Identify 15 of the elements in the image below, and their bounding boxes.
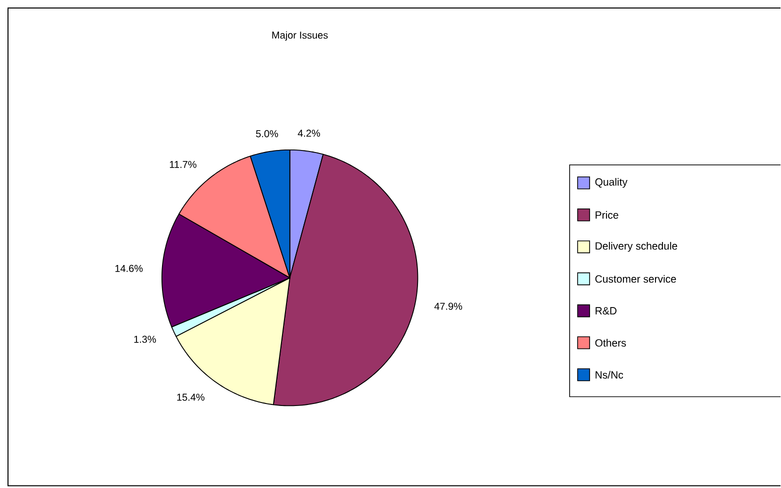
data-label: 1.3% [134, 336, 156, 343]
legend-label: Delivery schedule [596, 242, 678, 252]
legend-label: Others [595, 339, 626, 347]
legend-label: Customer service [595, 275, 676, 283]
chart-title: Major Issues [272, 31, 328, 41]
legend-label: Ns/Nc [596, 371, 624, 379]
legend-label: Quality [595, 178, 628, 188]
data-label: 5.0% [256, 130, 278, 138]
data-label: 4.2% [298, 130, 320, 137]
data-label: 14.6% [115, 265, 143, 272]
data-label: 15.4% [177, 394, 204, 401]
legend-label: Price [596, 211, 618, 219]
data-label: 11.7% [170, 161, 196, 168]
legend-label: R&D [596, 307, 616, 315]
data-label: 47.9% [434, 302, 462, 310]
